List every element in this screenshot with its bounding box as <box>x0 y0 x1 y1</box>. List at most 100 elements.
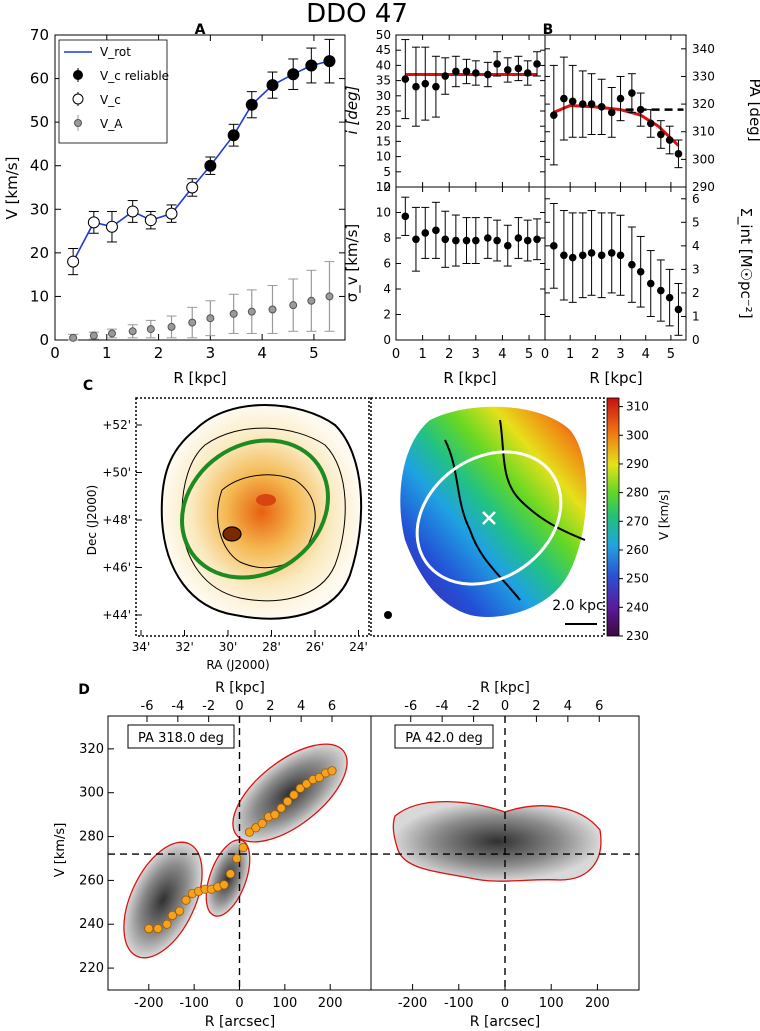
b-xtick-label: 0 <box>541 347 549 362</box>
b-point <box>616 94 625 103</box>
b-point <box>483 70 492 79</box>
d-xtick-label: 0 <box>501 996 509 1011</box>
panel-d: -200 -100 0 100 200-6 -4 -2 0 2 4 6220240260280300… <box>53 680 640 1030</box>
va-point <box>69 333 78 342</box>
d-top-tick-label: -4 <box>171 699 184 714</box>
b-xtick-label: 4 <box>642 347 650 362</box>
b-ytick-label: 1 <box>692 309 700 323</box>
b-ytick-label: 2 <box>692 286 700 300</box>
colorbar-tick-label: 300 <box>626 428 649 442</box>
legend-vrot: V_rot <box>100 45 131 59</box>
pv-rotation-point <box>327 766 337 776</box>
b-point <box>523 236 532 245</box>
pv-rotation-point <box>181 895 191 905</box>
beam-marker <box>384 611 392 619</box>
b-point <box>401 75 410 83</box>
colorbar-tick-label: 270 <box>626 514 649 528</box>
b-point <box>657 286 665 295</box>
panel-c-ylabel: Dec (J2000) <box>85 485 99 555</box>
b-point <box>568 97 577 106</box>
b-point <box>578 100 587 108</box>
a-ytick-label: 30 <box>30 200 49 218</box>
b-xtick-label: 1 <box>566 347 574 362</box>
d-xtick-label: 100 <box>539 996 564 1011</box>
panel-b-inc-ylabel: i [deg] <box>343 85 361 134</box>
a-xtick-label: 2 <box>154 344 164 362</box>
panel-c-ticks: 34' 32' 30' 28' 26' 24' +52' +50' +48' +46' +44' <box>102 418 367 654</box>
b-point <box>597 251 606 260</box>
d-ytick-label: 280 <box>79 830 104 845</box>
va-point <box>167 322 176 331</box>
b-point <box>421 229 430 237</box>
d-ytick-label: 220 <box>79 961 104 976</box>
hi-peak-contour <box>222 526 242 542</box>
b-ytick-label: 12 <box>376 180 391 194</box>
b-point <box>432 226 440 235</box>
pv-right-annotation-box <box>394 724 494 749</box>
pv-left-top-xlabel: R [kpc] <box>215 680 265 696</box>
b-point <box>665 136 674 144</box>
b-ytick-label: 50 <box>376 28 391 42</box>
legend-vc-reliable-marker <box>73 70 83 80</box>
b-point <box>587 100 596 108</box>
b-ytick-label: 20 <box>376 119 391 133</box>
colorbar-label: V [km/s] <box>657 490 671 540</box>
legend-vc-reliable: V_c reliable <box>100 69 169 83</box>
b-point <box>674 150 683 158</box>
pv-rotation-point <box>289 790 299 800</box>
d-top-tick-label: 0 <box>235 699 243 714</box>
c-xtick-label: 34' <box>132 640 151 654</box>
isovelocity-contour-2 <box>499 419 586 541</box>
b-ytick-label: 4 <box>383 282 391 296</box>
d-top-tick-label: -2 <box>202 699 215 714</box>
pv-rotation-point <box>232 853 242 864</box>
a-xtick-label: 1 <box>102 344 112 362</box>
d-ytick-label: 300 <box>79 786 104 801</box>
a-ytick-label: 0 <box>39 331 49 349</box>
b-point <box>462 236 471 245</box>
panel-a-ylabel: V [km/s] <box>3 157 21 220</box>
panel-b-marks <box>401 39 684 336</box>
b-ytick-label: 340 <box>692 42 715 56</box>
colorbar-tick-label: 230 <box>626 629 649 643</box>
b-ytick-label: 5 <box>383 165 391 179</box>
pv-left-xlabel: R [arcsec] <box>205 1014 275 1030</box>
b-point <box>401 212 410 221</box>
b-ytick-label: 30 <box>376 89 391 103</box>
pv-ylabel: V [km/s] <box>53 823 68 878</box>
b-point <box>607 108 616 117</box>
d-ytick-label: 240 <box>79 917 104 932</box>
b-point <box>452 236 460 245</box>
c-ytick-label: +44' <box>102 608 131 622</box>
panel-label-c: C <box>83 378 93 394</box>
d-ytick-label: 320 <box>79 742 104 757</box>
panel-b-pa-ylabel: PA [deg] <box>746 78 760 141</box>
pv-rotation-point <box>314 772 324 782</box>
b-point <box>587 249 596 257</box>
vc-reliable-point <box>245 98 258 111</box>
va-point <box>206 314 215 323</box>
b-point <box>412 82 420 91</box>
vc-point <box>186 181 199 194</box>
b-point <box>412 235 420 244</box>
b-xtick-label: 1 <box>418 347 426 362</box>
a-xtick-label: 5 <box>309 344 319 362</box>
d-xtick-label: -100 <box>179 996 209 1011</box>
panel-a-xlabel: R [kpc] <box>173 369 226 387</box>
pv-rotation-point <box>282 796 293 807</box>
legend-vc-marker <box>72 93 84 105</box>
d-xtick-label: 200 <box>318 996 343 1011</box>
b-point <box>607 249 616 257</box>
b-ytick-label: 0 <box>383 180 391 194</box>
vc-reliable-point <box>266 79 279 92</box>
va-point <box>188 318 197 327</box>
a-ytick-label: 20 <box>30 244 49 262</box>
b-point <box>657 130 665 139</box>
b-point <box>560 251 568 260</box>
d-top-tick-label: -2 <box>467 699 480 714</box>
d-top-tick-label: 0 <box>501 699 509 714</box>
b-point <box>646 279 655 288</box>
b-ytick-label: 8 <box>383 231 391 245</box>
c-ytick-label: +46' <box>102 561 131 575</box>
